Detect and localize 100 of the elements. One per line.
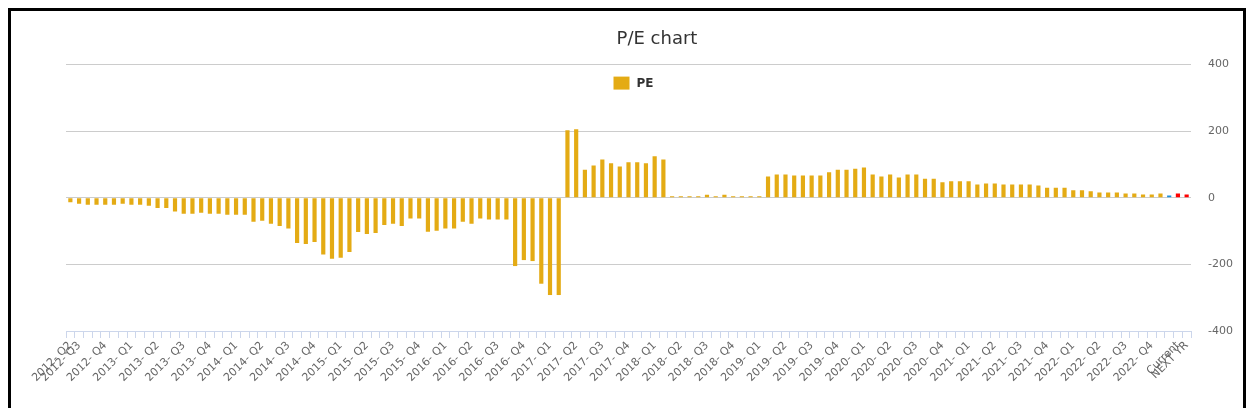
bar xyxy=(1158,193,1163,198)
bar xyxy=(329,198,335,259)
bar xyxy=(1053,187,1058,198)
bar xyxy=(565,130,570,198)
bar xyxy=(600,159,605,198)
bar xyxy=(76,198,82,204)
bar xyxy=(975,184,980,198)
bar xyxy=(146,198,151,206)
bar xyxy=(486,198,492,220)
bar xyxy=(826,172,832,198)
bar xyxy=(181,198,186,214)
bar xyxy=(1036,185,1041,198)
bar xyxy=(68,198,73,203)
bar xyxy=(547,198,553,296)
bar xyxy=(390,198,396,224)
bar xyxy=(469,198,474,224)
bar xyxy=(338,198,343,258)
bar xyxy=(1018,184,1024,198)
bar xyxy=(268,198,274,224)
bar xyxy=(425,198,431,232)
bar xyxy=(103,198,108,205)
bar xyxy=(233,198,239,215)
bar xyxy=(504,198,509,220)
bar xyxy=(399,198,404,227)
bar xyxy=(1123,193,1128,198)
bar xyxy=(199,198,204,213)
bar xyxy=(190,198,195,214)
bar xyxy=(643,163,649,198)
bar xyxy=(879,176,884,198)
bar xyxy=(853,168,858,198)
bar xyxy=(949,181,954,198)
bar xyxy=(1062,187,1067,198)
bar xyxy=(905,174,910,198)
bar xyxy=(312,198,317,243)
bar xyxy=(460,198,465,222)
bar xyxy=(417,198,422,219)
bar xyxy=(940,182,945,198)
bar xyxy=(1140,194,1146,198)
bar xyxy=(382,198,387,226)
bar xyxy=(809,175,814,198)
bar xyxy=(888,174,893,198)
bar xyxy=(1079,190,1085,198)
bar xyxy=(1114,192,1119,198)
bar xyxy=(800,175,806,198)
bar xyxy=(138,198,143,205)
bar xyxy=(277,198,282,227)
bar xyxy=(242,198,247,215)
bar xyxy=(120,198,125,204)
bar xyxy=(155,198,160,209)
bar xyxy=(844,169,849,198)
bar xyxy=(408,198,413,219)
bar xyxy=(434,198,439,231)
y-tick-label: -200 xyxy=(1208,257,1233,271)
bar xyxy=(591,165,596,198)
bar xyxy=(608,163,614,198)
y-tick-label: 0 xyxy=(1208,190,1215,204)
bar xyxy=(1106,192,1111,198)
bar xyxy=(774,174,779,198)
bar xyxy=(347,198,352,253)
bar xyxy=(303,198,308,245)
legend-label: PE xyxy=(636,75,654,90)
bar xyxy=(1088,191,1093,198)
bar xyxy=(626,162,631,198)
bar xyxy=(443,198,448,229)
bar xyxy=(992,183,997,198)
bar xyxy=(1010,184,1015,198)
bar xyxy=(530,198,535,262)
bar xyxy=(818,175,823,198)
bar xyxy=(1097,192,1102,198)
bar xyxy=(1149,194,1154,198)
bar xyxy=(652,156,657,198)
bar xyxy=(661,159,666,198)
bar xyxy=(451,198,457,229)
bar xyxy=(957,181,962,198)
bar xyxy=(286,198,291,229)
bar xyxy=(373,198,378,234)
bar xyxy=(792,175,797,198)
bar xyxy=(870,174,875,198)
bar xyxy=(1184,194,1189,198)
y-tick-label: 200 xyxy=(1208,124,1229,138)
bar xyxy=(1175,193,1181,198)
bar xyxy=(835,169,840,198)
bar xyxy=(635,162,640,198)
bar xyxy=(207,198,212,214)
bar xyxy=(1071,190,1076,198)
bar xyxy=(260,198,265,221)
bar xyxy=(513,198,518,267)
bar xyxy=(765,176,771,198)
bar xyxy=(321,198,326,255)
bar xyxy=(94,198,99,205)
bar xyxy=(164,198,169,209)
bar xyxy=(521,198,526,261)
bar xyxy=(914,174,919,198)
bar xyxy=(861,167,867,198)
bar xyxy=(85,198,90,205)
bar xyxy=(1027,184,1032,198)
bar xyxy=(1045,187,1050,198)
bar xyxy=(983,183,989,198)
bar xyxy=(216,198,221,214)
bar xyxy=(539,198,544,284)
